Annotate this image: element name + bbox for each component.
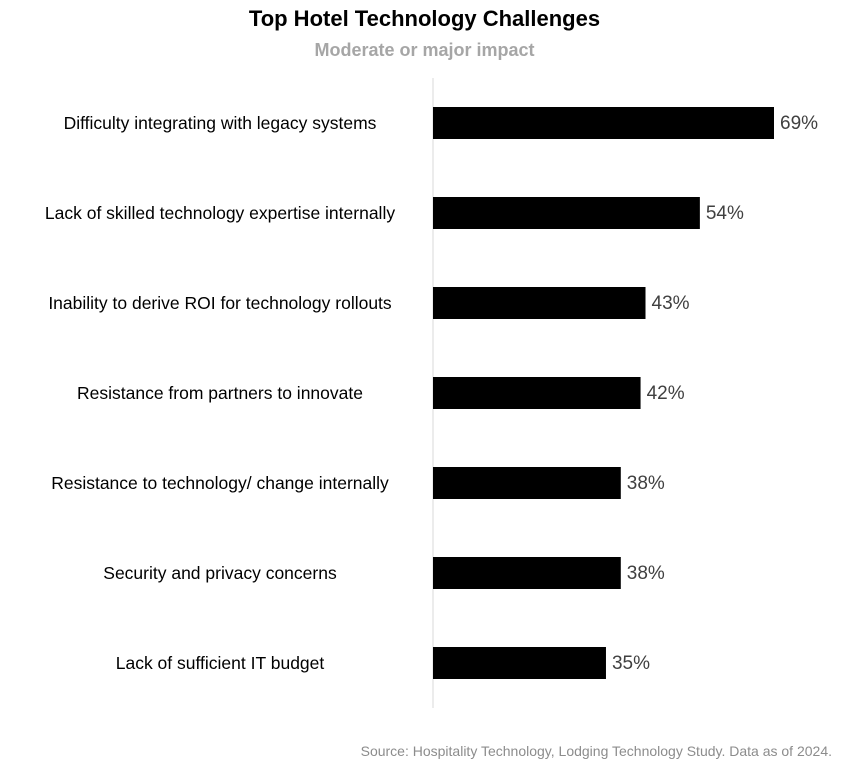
category-label: Resistance from partners to innovate <box>77 383 363 403</box>
category-label: Lack of skilled technology expertise int… <box>44 203 396 223</box>
bar <box>433 377 641 409</box>
value-label: 38% <box>627 563 665 584</box>
category-label: Lack of sufficient IT budget <box>115 653 325 673</box>
bar <box>433 647 606 679</box>
bar <box>433 107 774 139</box>
value-label: 69% <box>780 113 818 134</box>
value-label: 38% <box>627 473 665 494</box>
source-note: Source: Hospitality Technology, Lodging … <box>360 743 832 759</box>
category-label: Resistance to technology/ change interna… <box>51 473 389 493</box>
chart-subtitle: Moderate or major impact <box>314 40 535 60</box>
category-label: Security and privacy concerns <box>103 563 337 583</box>
chart-title: Top Hotel Technology Challenges <box>248 6 601 31</box>
category-label: Difficulty integrating with legacy syste… <box>63 113 377 133</box>
category-label: Inability to derive ROI for technology r… <box>48 293 392 313</box>
value-label: 35% <box>612 653 650 674</box>
value-label: 43% <box>652 293 690 314</box>
value-label: 42% <box>647 383 685 404</box>
bar <box>433 557 621 589</box>
bar <box>433 197 700 229</box>
bar <box>433 287 646 319</box>
bar <box>433 467 621 499</box>
value-label: 54% <box>706 203 744 224</box>
